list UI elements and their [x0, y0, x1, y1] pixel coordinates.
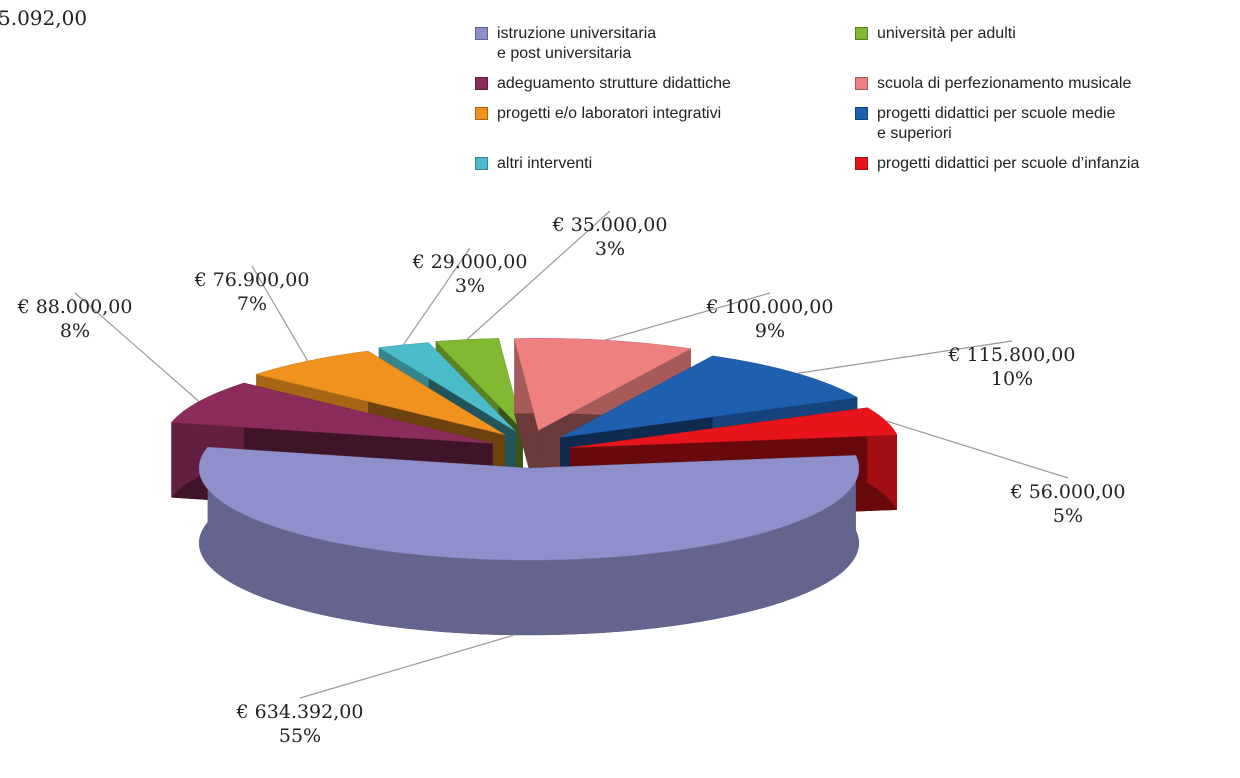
legend-label: scuola di perfezionamento musicale — [877, 75, 1132, 92]
slice-top — [570, 407, 898, 448]
legend-item: università per adulti — [855, 24, 1235, 64]
leader-line — [251, 265, 309, 362]
leader-line — [885, 420, 1069, 479]
legend-item: altri interventi — [475, 154, 855, 174]
legend-item: scuola di perfezionamento musicale — [855, 74, 1235, 94]
value-label: € 634.392,00 — [236, 701, 364, 723]
legend-item: adeguamento strutture didattiche — [475, 74, 855, 94]
slice-top — [255, 350, 506, 436]
leader-line — [604, 292, 771, 341]
slice-top — [513, 338, 692, 431]
value-label: € 100.000,00 — [706, 296, 834, 318]
legend-swatch — [475, 107, 488, 120]
value-label: € 35.000,00 — [552, 214, 668, 236]
leader-line — [466, 210, 611, 340]
value-label: € 29.000,00 — [412, 251, 528, 273]
legend-swatch — [475, 77, 488, 90]
percent-label: 9% — [755, 320, 785, 342]
percent-label: 3% — [595, 238, 625, 260]
legend-swatch — [475, 27, 488, 40]
percent-label: 8% — [60, 320, 90, 342]
percent-label: 5% — [1053, 505, 1083, 527]
slice-side — [199, 447, 860, 636]
legend-label: altri interventi — [497, 155, 593, 172]
slice-top — [560, 355, 859, 438]
legend-item: progetti didattici per scuole d’infanzia — [855, 154, 1235, 174]
legend-swatch — [855, 27, 868, 40]
slice-top — [170, 382, 493, 444]
legend-item: istruzione universitaria e post universi… — [475, 24, 855, 64]
legend-item: progetti e/o laboratori integrativi — [475, 104, 855, 144]
value-label: € 115.800,00 — [948, 344, 1076, 366]
leader-line — [74, 292, 200, 402]
percent-label: 10% — [991, 368, 1033, 390]
legend-label: progetti didattici per scuole medie e su… — [877, 105, 1116, 142]
percent-label: 7% — [237, 293, 267, 315]
legend-label: istruzione universitaria e post universi… — [497, 25, 657, 62]
value-label: € 88.000,00 — [17, 296, 133, 318]
legend-label: università per adulti — [877, 25, 1016, 42]
leader-line — [402, 247, 471, 346]
slice-top — [198, 446, 860, 561]
leader-line — [299, 634, 515, 699]
value-label: € 56.000,00 — [1010, 481, 1126, 503]
legend-swatch — [855, 77, 868, 90]
slice-top — [435, 338, 524, 432]
value-label: € 76.900,00 — [194, 269, 310, 291]
legend-label: progetti e/o laboratori integrativi — [497, 105, 722, 122]
legend-swatch — [855, 107, 868, 120]
legend-swatch — [855, 157, 868, 170]
legend-item: progetti didattici per scuole medie e su… — [855, 104, 1235, 144]
slice — [198, 446, 860, 636]
leader-line — [796, 340, 1013, 374]
legend: istruzione universitaria e post universi… — [475, 24, 1235, 174]
legend-label: adeguamento strutture didattiche — [497, 75, 731, 92]
percent-label: 3% — [455, 275, 485, 297]
legend-label: progetti didattici per scuole d’infanzia — [877, 155, 1140, 172]
legend-swatch — [475, 157, 488, 170]
chart-title: 5.092,00 — [0, 6, 88, 30]
percent-label: 55% — [279, 725, 321, 747]
